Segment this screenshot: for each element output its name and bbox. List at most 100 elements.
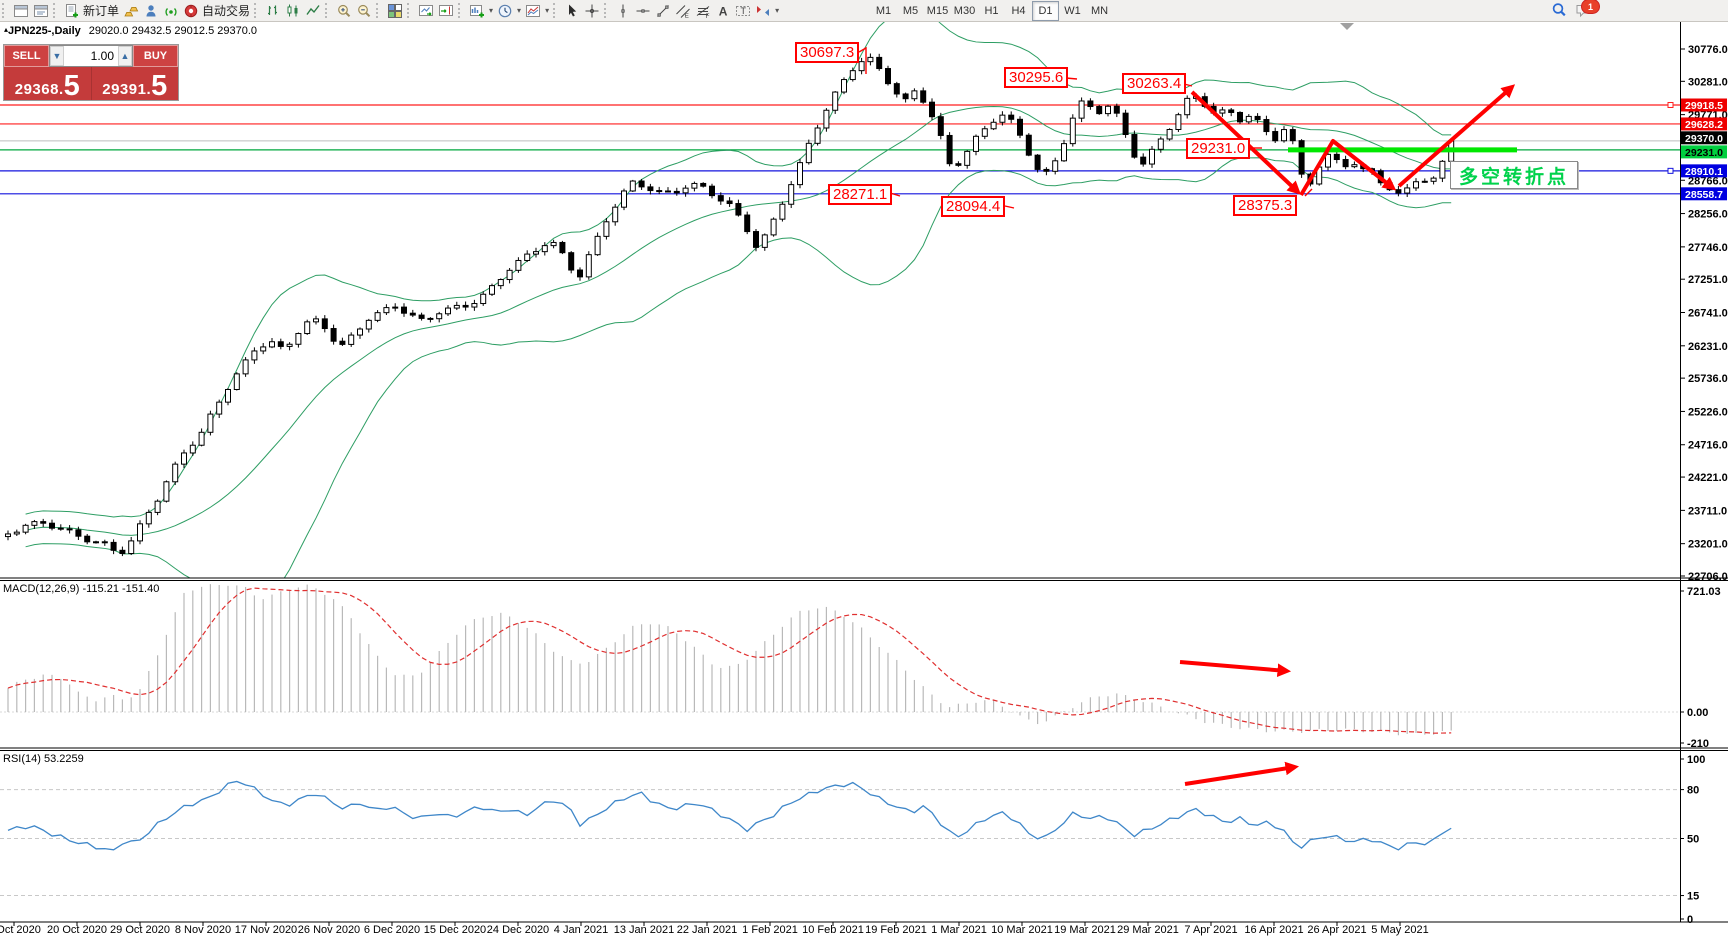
svg-text:29918.5: 29918.5 (1685, 100, 1723, 112)
macd-axis: 721.03 0.00 -210 (1680, 586, 1721, 750)
svg-text:28910.1: 28910.1 (1685, 166, 1723, 178)
volume-stepper[interactable]: ▼ 1.00 ▲ (49, 45, 133, 67)
toolbar-button-vline[interactable] (613, 1, 633, 20)
toolbar-group-trade: 新订单 自动交易 (51, 1, 252, 20)
buy-price[interactable]: 29391. 5 (90, 67, 179, 101)
candles-icon (287, 4, 298, 16)
toolbar-button-shift[interactable] (436, 1, 456, 20)
toolbar-button-signal[interactable] (161, 1, 181, 20)
buy-button[interactable]: BUY (133, 45, 178, 67)
toolbar-button-arrows[interactable]: ▾ (753, 1, 781, 20)
svg-text:29 Mar 2021: 29 Mar 2021 (1117, 924, 1179, 936)
cursor-icon (569, 4, 577, 16)
toolbar-button-candles[interactable] (283, 1, 303, 20)
timeframe-D1[interactable]: D1 (1032, 1, 1059, 21)
toolbar-button-tiles[interactable] (385, 1, 405, 20)
macd-arrow (1179, 660, 1292, 677)
toolbar-button-person[interactable] (141, 1, 161, 20)
svg-text:A: A (719, 4, 728, 18)
toolbar-button-cursor[interactable] (562, 1, 582, 20)
bars-icon (268, 5, 278, 15)
symbol-info-line: ▴JPN225-,Daily 29020.0 29432.5 29012.5 29… (4, 25, 257, 37)
svg-text:28256.0: 28256.0 (1688, 209, 1728, 221)
toolbar-button-window[interactable] (11, 1, 31, 20)
timeframe-M5[interactable]: M5 (902, 5, 919, 17)
chart-shift-triangle (1340, 23, 1354, 30)
svg-text:28558.7: 28558.7 (1685, 189, 1723, 201)
toolbar-button-fibo[interactable]: F (693, 1, 713, 20)
toolbar-button-neworder[interactable]: 新订单 (62, 1, 121, 20)
toolbar-button-bars[interactable] (263, 1, 283, 20)
svg-text:7 Apr 2021: 7 Apr 2021 (1184, 924, 1237, 936)
svg-text:27746.0: 27746.0 (1688, 242, 1728, 254)
toolbar-button-zoomin[interactable] (334, 1, 354, 20)
volume-value[interactable]: 1.00 (90, 49, 114, 63)
toolbar-group-draw: E F A T ▾ (602, 1, 781, 20)
ohlc-readout: 29020.0 29432.5 29012.5 29370.0 (88, 25, 257, 37)
toolbar-button-search[interactable] (1549, 0, 1569, 19)
svg-text:20 Oct 2020: 20 Oct 2020 (47, 924, 107, 936)
sell-button[interactable]: SELL (4, 45, 49, 67)
timeframe-W1[interactable]: W1 (1064, 5, 1081, 17)
svg-text:50: 50 (1687, 834, 1699, 846)
volume-down-button[interactable]: ▼ (50, 46, 64, 66)
price-callout: 28375.3 (1233, 195, 1298, 216)
svg-text:6 Dec 2020: 6 Dec 2020 (364, 924, 420, 936)
svg-text:26231.0: 26231.0 (1688, 341, 1728, 353)
toolbar-group-zoom (323, 1, 374, 20)
toolbar-button-crosshair[interactable] (582, 1, 602, 20)
timeframe-H1[interactable]: H1 (984, 5, 999, 17)
toolbar-button-linechart[interactable] (303, 1, 323, 20)
svg-text:721.03: 721.03 (1687, 586, 1721, 598)
toolbar-button-period[interactable]: ▾ (495, 1, 523, 20)
textA-icon: A (719, 4, 728, 18)
toolbar-button-template[interactable]: ▾ (523, 1, 551, 20)
toolbar-grip (325, 3, 330, 18)
svg-text:10 Mar 2021: 10 Mar 2021 (991, 924, 1053, 936)
svg-text:19 Mar 2021: 19 Mar 2021 (1054, 924, 1116, 936)
price-callout: 28094.4 (941, 196, 1006, 217)
svg-text:29231.0: 29231.0 (1685, 147, 1723, 159)
autotrade-icon (184, 4, 198, 17)
toolbar-button-chat[interactable]: 1 (1573, 0, 1600, 19)
note-text: 多空转折点 (1458, 166, 1569, 188)
toolbar-button-zoomout[interactable] (354, 1, 374, 20)
svg-text:4 Jan 2021: 4 Jan 2021 (554, 924, 608, 936)
svg-text:5 May 2021: 5 May 2021 (1371, 924, 1428, 936)
toolbar-group-scroll (405, 1, 456, 20)
signal-icon (165, 7, 177, 16)
timeframe-M1[interactable]: M1 (875, 5, 892, 17)
svg-text:1 Oct 2020: 1 Oct 2020 (0, 924, 41, 936)
notification-badge: 1 (1581, 0, 1600, 14)
toolbar-grip (458, 3, 463, 18)
chevron-down-icon: ▾ (489, 6, 494, 15)
toolbar-group-arrange (374, 1, 405, 20)
one-click-trading-widget: SELL ▼ 1.00 ▲ BUY 29368. 5 29391. 5 (3, 44, 179, 101)
shift-icon (439, 4, 454, 16)
toolbar-button-tline[interactable] (653, 1, 673, 20)
timeframe-M15[interactable]: M15 (926, 5, 949, 17)
toolbar-button-autotrade[interactable]: 自动交易 (181, 1, 252, 20)
timeframe-MN[interactable]: MN (1090, 5, 1109, 17)
svg-text:25226.0: 25226.0 (1688, 406, 1728, 418)
sell-price[interactable]: 29368. 5 (4, 67, 91, 101)
toolbar-button-autoscroll[interactable] (416, 1, 436, 20)
toolbar-button-gold[interactable] (121, 1, 141, 20)
svg-text:15: 15 (1687, 891, 1699, 903)
volume-up-button[interactable]: ▲ (118, 46, 132, 66)
toolbar-button-labelT[interactable]: T (733, 1, 753, 20)
timeframe-M30[interactable]: M30 (953, 5, 976, 17)
timeframe-H4[interactable]: H4 (1011, 5, 1026, 17)
candlesticks (5, 53, 1455, 557)
symbol-name: JPN225-,Daily (8, 25, 81, 37)
toolbar-button-hline[interactable] (633, 1, 653, 20)
crosshair-icon (585, 4, 599, 17)
toolbar-button-newchart[interactable]: ▾ (467, 1, 495, 20)
toolbar-button-textA[interactable]: A (713, 1, 733, 20)
svg-text:-210: -210 (1687, 738, 1709, 750)
fibo-icon: F (696, 5, 710, 19)
toolbar-button-datawin[interactable] (31, 1, 51, 20)
svg-text:24716.0: 24716.0 (1688, 440, 1728, 452)
toolbar-button-channel[interactable]: E (673, 1, 693, 20)
